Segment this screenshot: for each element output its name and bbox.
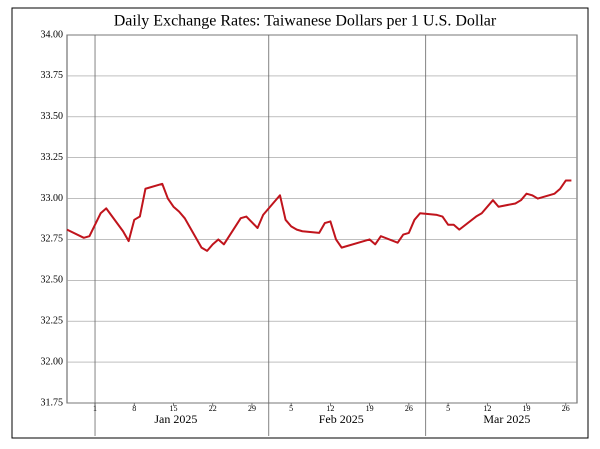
chart-title: Daily Exchange Rates: Taiwanese Dollars … bbox=[114, 13, 497, 30]
x-tick-label: 19 bbox=[366, 404, 374, 413]
x-tick-label: 22 bbox=[209, 404, 217, 413]
x-tick-label: 5 bbox=[446, 404, 450, 413]
x-tick-label: 12 bbox=[483, 404, 491, 413]
x-tick-label: 12 bbox=[326, 404, 334, 413]
month-label: Mar 2025 bbox=[483, 412, 530, 426]
x-tick-label: 29 bbox=[248, 404, 256, 413]
plot-area bbox=[66, 34, 578, 404]
x-tick-label: 8 bbox=[132, 404, 136, 413]
y-tick-label: 33.75 bbox=[41, 70, 64, 81]
y-tick-label: 32.00 bbox=[41, 356, 64, 367]
y-tick-label: 33.25 bbox=[41, 152, 64, 163]
x-tick-label: 1 bbox=[93, 404, 97, 413]
frame bbox=[11, 7, 589, 439]
y-tick-label: 33.00 bbox=[41, 193, 64, 204]
y-tick-label: 32.25 bbox=[41, 316, 64, 327]
x-tick-label: 19 bbox=[523, 404, 531, 413]
y-tick-label: 33.50 bbox=[41, 111, 64, 122]
y-tick-label: 32.75 bbox=[41, 234, 64, 245]
line-series bbox=[66, 179, 572, 252]
x-tick-label: 15 bbox=[169, 404, 177, 413]
y-tick-label: 34.00 bbox=[41, 29, 64, 40]
x-tick-label: 5 bbox=[289, 404, 293, 413]
month-label: Jan 2025 bbox=[154, 412, 197, 426]
month-label: Feb 2025 bbox=[319, 412, 364, 426]
x-tick-label: 26 bbox=[405, 404, 413, 413]
x-tick-label: 26 bbox=[562, 404, 570, 413]
y-tick-label: 32.50 bbox=[41, 275, 64, 286]
y-tick-label: 31.75 bbox=[41, 397, 64, 408]
